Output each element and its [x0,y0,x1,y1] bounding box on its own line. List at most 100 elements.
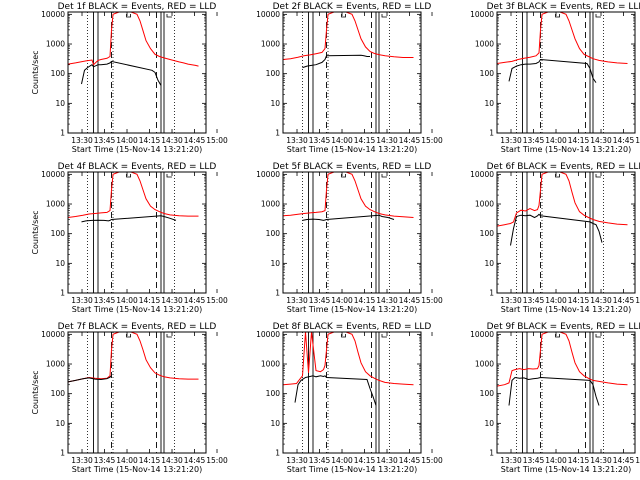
y-tick-label: 10 [484,259,494,268]
y-tick-label: 10 [270,419,280,428]
plot-area [283,332,414,453]
x-tick-label: 14:30 [376,136,398,145]
y-axis-label: Counts/sec [31,50,40,94]
top-bracket-marker [166,174,172,178]
plot-area [497,172,628,293]
y-tick-label: 10000 [470,330,494,339]
x-tick-label: 13:30 [500,136,522,145]
top-bracket-marker [126,14,131,18]
x-axis-label: Start Time (15-Nov-14 13:21:20) [72,305,202,314]
y-tick-label: 10 [55,259,65,268]
top-bracket-marker [126,174,131,178]
y-tick-label: 10 [484,419,494,428]
top-bracket-marker [166,14,172,18]
x-tick-label: 13:45 [94,136,116,145]
y-tick-label: 10 [270,99,280,108]
x-tick-label: 14:30 [161,456,183,465]
series-line-events [81,215,177,223]
x-axis-label: Start Time (15-Nov-14 13:21:20) [501,465,631,474]
plot-area [283,172,414,293]
x-tick-label: 13:30 [286,136,308,145]
top-bracket-marker [341,14,346,18]
plot-frame [282,171,422,294]
panel-1: Det 1f BLACK = Events, RED = LLD 1 10 100 10… [31,2,228,154]
plot-area [68,172,199,293]
panel-8: Det 8f BLACK = Events, RED = LLD 1 10 100 10… [256,322,443,474]
x-axis-label: Start Time (15-Nov-14 13:21:20) [501,305,631,314]
x-tick-label: 15:00 [635,456,640,465]
x-tick-label: 14:00 [116,456,138,465]
y-tick-label: 10000 [470,170,494,179]
series-line-events [81,60,162,86]
y-tick-label: 100 [480,69,495,78]
y-axis-label: Counts/sec [31,370,40,414]
x-tick-label: 14:00 [331,136,353,145]
x-tick-label: 14:15 [354,136,376,145]
series-line-lld [68,12,199,67]
x-tick-label: 14:00 [331,456,353,465]
series-line-lld [68,332,199,383]
x-tick-label: 15:00 [206,296,228,305]
y-tick-label: 10 [55,99,65,108]
plot-frame [67,171,207,294]
series-line-lld [497,172,628,227]
x-tick-label: 13:30 [71,296,93,305]
series-line-events [302,54,370,69]
y-tick-label: 1 [275,449,280,458]
x-tick-label: 13:30 [71,136,93,145]
y-tick-label: 1 [275,129,280,138]
y-tick-label: 1000 [46,200,65,209]
x-tick-label: 14:30 [161,296,183,305]
y-tick-label: 1000 [46,360,65,369]
y-tick-label: 10 [55,419,65,428]
x-tick-label: 13:45 [94,456,116,465]
x-tick-label: 14:00 [116,136,138,145]
panel-title: Det 2f BLACK = Events, RED = LLD [273,2,432,12]
series-line-lld [283,332,414,386]
x-tick-label: 13:45 [523,456,545,465]
panel-9: Det 9f BLACK = Events, RED = LLD 1 10 100 10… [470,322,640,474]
y-tick-label: 10000 [41,330,65,339]
top-bracket-marker [381,334,387,338]
x-tick-label: 14:00 [116,296,138,305]
x-tick-label: 14:15 [568,296,590,305]
y-tick-label: 1000 [261,200,280,209]
panel-5: Det 5f BLACK = Events, RED = LLD 1 10 100 10… [256,162,443,314]
top-bracket-marker [341,174,346,178]
y-tick-label: 100 [266,229,281,238]
x-tick-label: 14:15 [354,456,376,465]
x-tick-label: 15:00 [635,296,640,305]
x-tick-label: 14:15 [139,296,161,305]
panel-title: Det 8f BLACK = Events, RED = LLD [273,322,432,332]
x-axis-label: Start Time (15-Nov-14 13:21:20) [287,145,417,154]
x-tick-label: 14:00 [545,136,567,145]
x-tick-label: 14:30 [376,296,398,305]
series-line-events [68,375,112,383]
x-tick-label: 13:45 [309,136,331,145]
top-bracket-marker [381,14,387,18]
plot-frame [496,331,636,454]
top-bracket-marker [166,334,172,338]
x-tick-label: 14:15 [354,296,376,305]
x-axis-label: Start Time (15-Nov-14 13:21:20) [287,305,417,314]
x-tick-label: 13:45 [523,136,545,145]
plot-area [68,12,199,133]
plot-frame [496,11,636,134]
plot-frame [282,331,422,454]
x-tick-label: 14:30 [376,456,398,465]
x-axis-label: Start Time (15-Nov-14 13:21:20) [287,465,417,474]
top-bracket-marker [126,334,131,338]
panel-2: Det 2f BLACK = Events, RED = LLD 1 10 100 10… [256,2,443,154]
plot-area [68,332,199,453]
panel-6: Det 6f BLACK = Events, RED = LLD 1 10 100 10… [470,162,640,314]
x-tick-label: 14:45 [399,136,421,145]
y-tick-label: 1 [489,289,494,298]
y-tick-label: 1000 [475,40,494,49]
x-tick-label: 14:45 [184,456,206,465]
y-tick-label: 10000 [256,330,280,339]
x-axis-label: Start Time (15-Nov-14 13:21:20) [72,145,202,154]
series-line-events [508,376,600,406]
plot-area [497,332,628,453]
panel-title: Det 7f BLACK = Events, RED = LLD [58,322,217,332]
y-tick-label: 1 [489,449,494,458]
